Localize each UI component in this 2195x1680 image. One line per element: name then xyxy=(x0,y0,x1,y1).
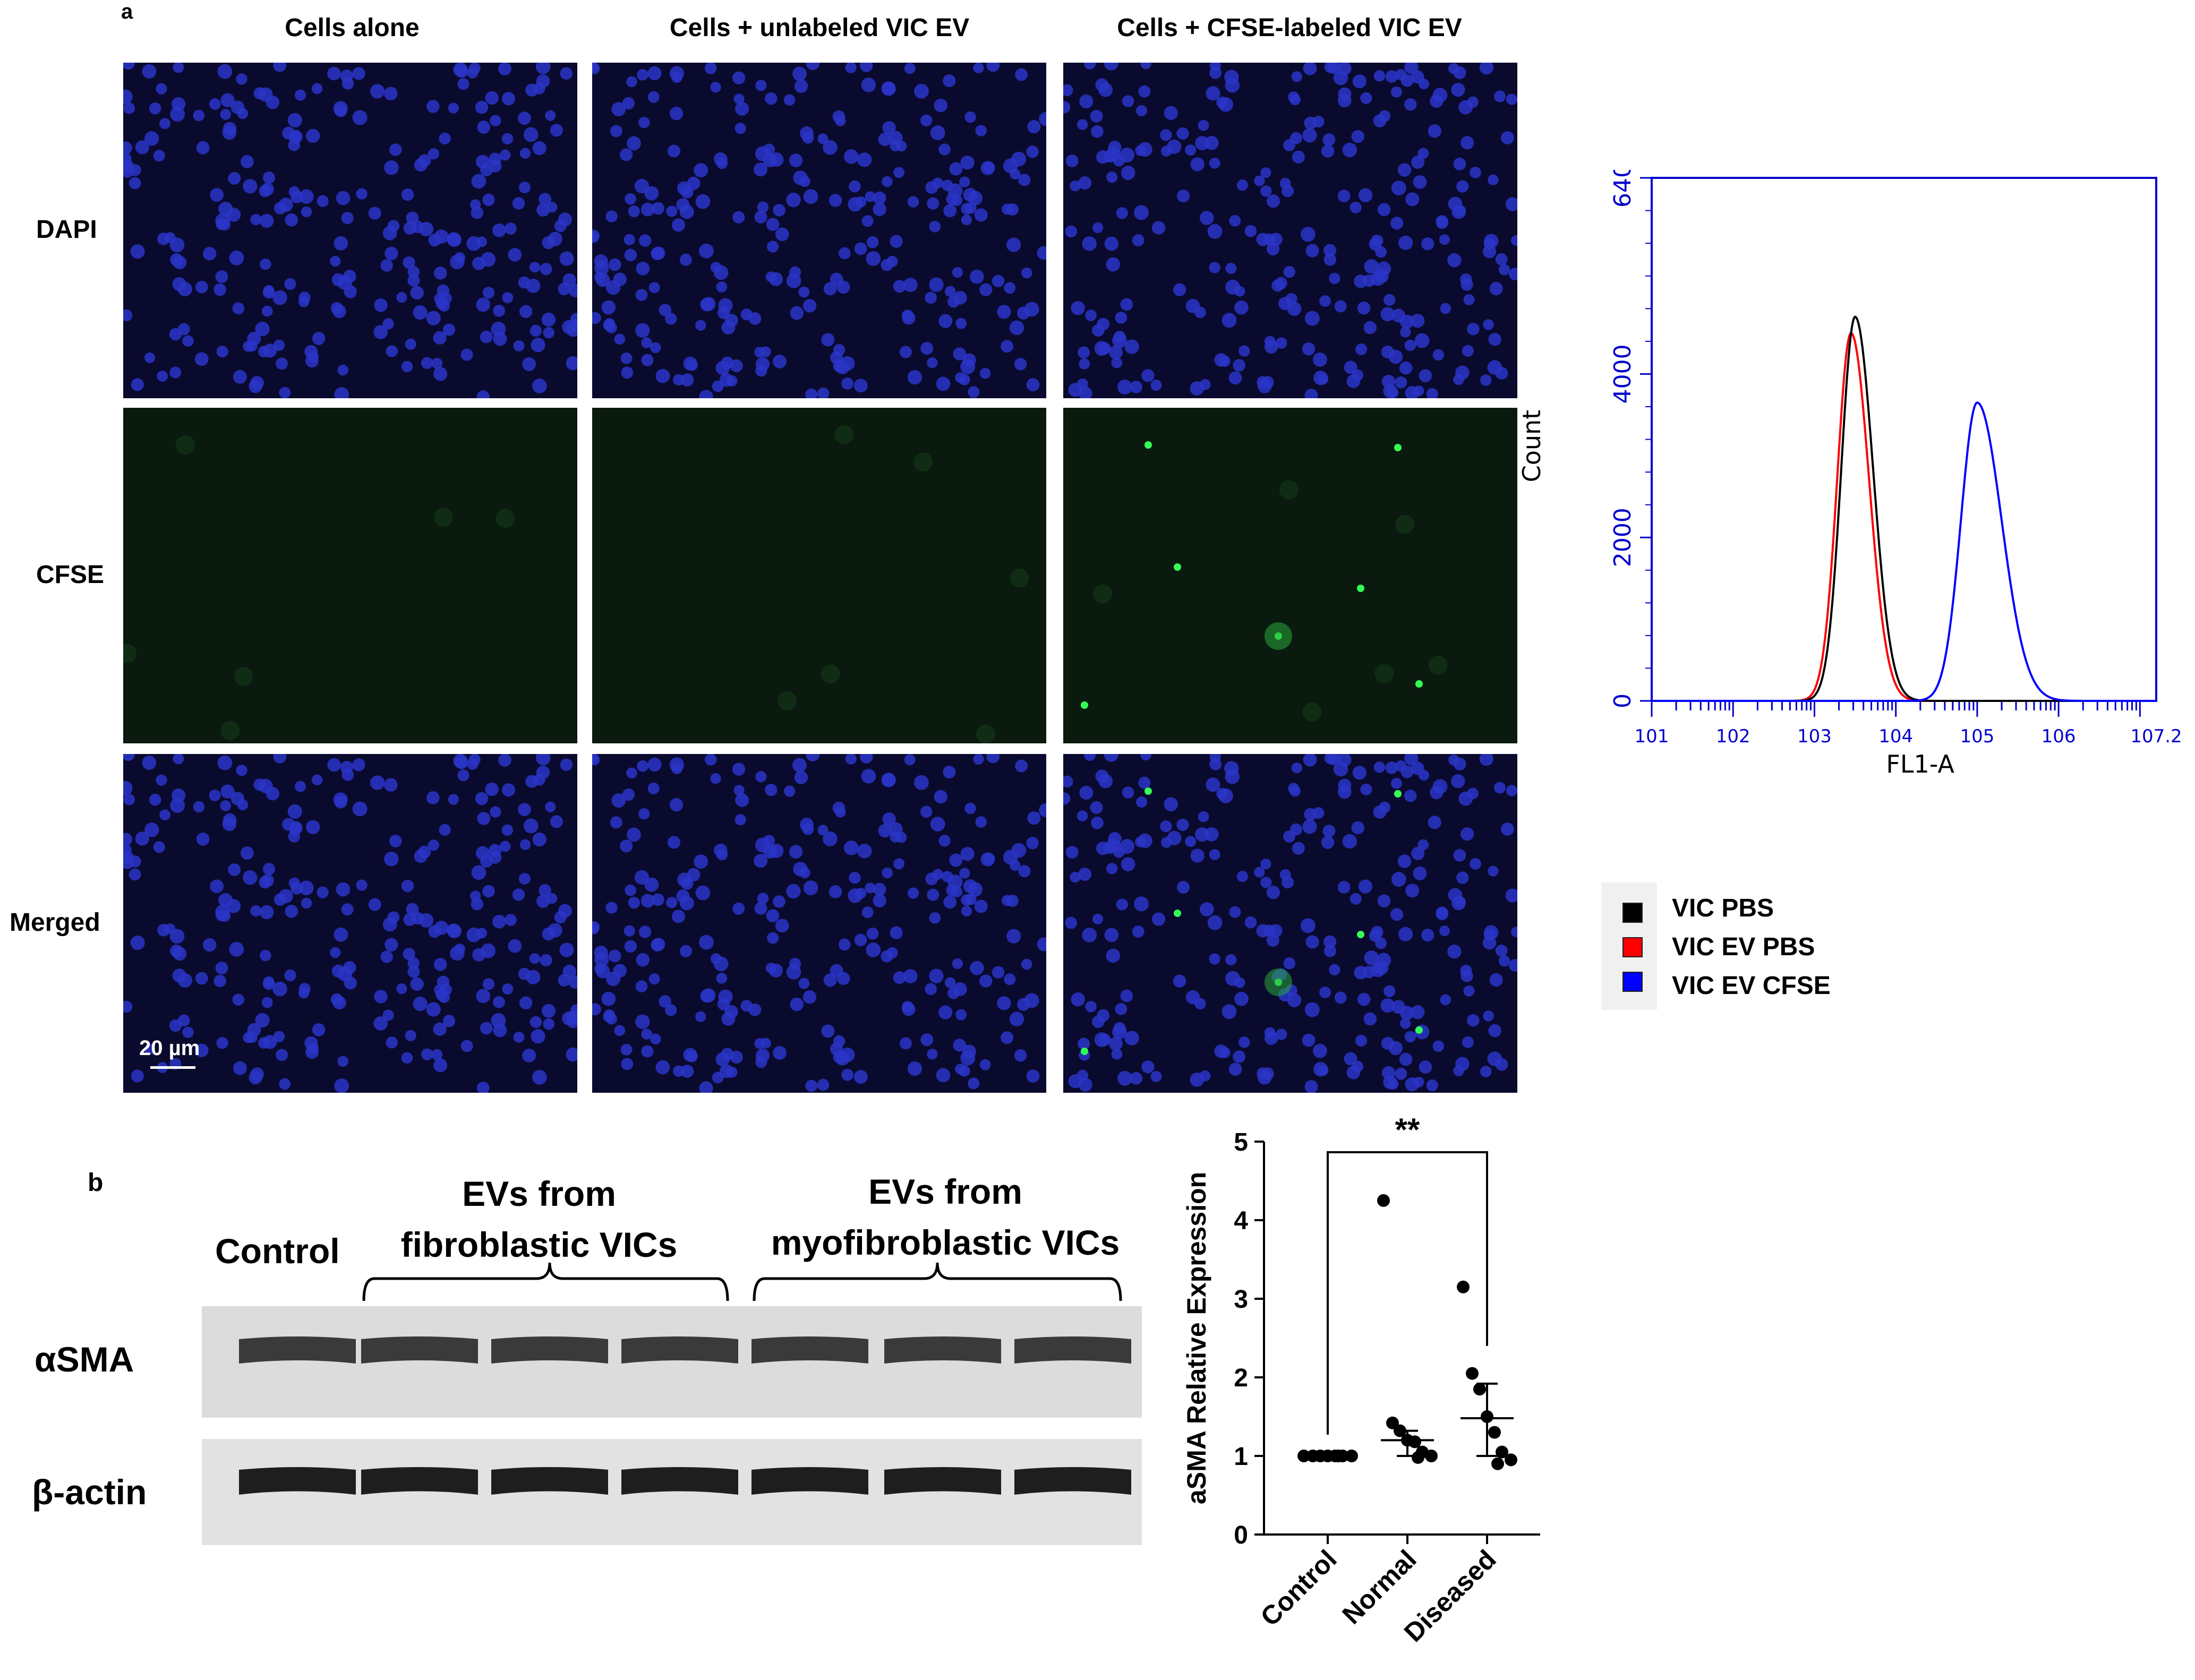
micrograph-dapi-cells-alone xyxy=(123,63,577,398)
blot-band-actin xyxy=(1014,1467,1131,1495)
flow-series-vic-pbs xyxy=(1652,315,2156,702)
blot-header-fibroblastic: EVs from fibroblastic VICs xyxy=(382,1168,696,1270)
blot-band-asma xyxy=(884,1336,1001,1364)
blot-header-control: Control xyxy=(215,1231,340,1271)
legend-label-vic-pbs: VIC PBS xyxy=(1672,894,1774,922)
data-point xyxy=(1408,1435,1421,1448)
blot-band-actin xyxy=(751,1467,868,1495)
legend-label-vic-ev-pbs: VIC EV PBS xyxy=(1672,933,1815,961)
dot-xtick: Control xyxy=(1255,1544,1343,1632)
flow-xtick: 105 xyxy=(1960,726,1994,747)
flow-ytick: 4000 xyxy=(1609,344,1636,404)
dot-ytick: 1 xyxy=(1234,1443,1248,1471)
data-point xyxy=(1491,1457,1504,1470)
micrograph-merged-unlabeled xyxy=(592,754,1046,1093)
flow-ytick: 6400 xyxy=(1609,170,1636,208)
flow-frame xyxy=(1651,177,2157,702)
blot-band-actin xyxy=(491,1467,608,1495)
data-point xyxy=(1345,1450,1358,1462)
data-point xyxy=(1505,1453,1517,1467)
column-header-cells-alone: Cells alone xyxy=(285,14,420,42)
scale-bar-label: 20 µm xyxy=(139,1036,200,1060)
blot-band-actin xyxy=(621,1467,738,1495)
legend-swatch-vic-pbs xyxy=(1622,903,1643,923)
micrograph-cfse-unlabeled xyxy=(592,408,1046,743)
blot-band-asma xyxy=(621,1336,738,1364)
blot-band-asma xyxy=(491,1336,608,1364)
panel-a-letter: a xyxy=(121,0,133,23)
row-header-cfse: CFSE xyxy=(36,561,105,589)
micrograph-cfse-cfse-labeled xyxy=(1063,408,1517,743)
significance-label: ** xyxy=(1395,1112,1420,1147)
dot-ytick: 5 xyxy=(1234,1128,1248,1156)
flow-series-vic-ev-cfse xyxy=(1652,401,2156,702)
flow-xtick: 107.2 xyxy=(2130,726,2182,747)
blot-band-actin xyxy=(884,1467,1001,1495)
panel-b-letter: b xyxy=(88,1169,104,1197)
blot-band-actin xyxy=(361,1467,478,1495)
data-point xyxy=(1425,1450,1438,1462)
blot-brackets xyxy=(362,1262,1122,1301)
legend-swatch-vic-ev-pbs xyxy=(1622,937,1643,957)
flow-ylabel: Count xyxy=(1517,410,1546,483)
significance-bracket xyxy=(1327,1151,1488,1435)
data-point xyxy=(1412,1451,1424,1464)
blot-row-beta-actin: β-actin xyxy=(32,1472,147,1512)
data-point xyxy=(1496,1445,1508,1459)
blot-band-asma xyxy=(1014,1336,1131,1364)
flow-series-vic-ev-pbs xyxy=(1652,332,2156,702)
flow-ytick: 2000 xyxy=(1609,508,1636,567)
flow-xlabel: FL1-A xyxy=(1886,750,1954,778)
blot-header-myofibroblastic-text: EVs from myofibroblastic VICs xyxy=(771,1172,1120,1262)
blot-band-actin xyxy=(239,1467,356,1495)
dot-ytick: 2 xyxy=(1234,1364,1248,1392)
data-point xyxy=(1457,1280,1470,1293)
flow-ytick: 0 xyxy=(1609,693,1636,708)
data-point xyxy=(1488,1426,1501,1439)
column-header-cfse-ev: Cells + CFSE-labeled VIC EV xyxy=(1117,14,1462,42)
dot-ytick: 3 xyxy=(1234,1285,1248,1314)
legend-swatch-vic-ev-cfse xyxy=(1622,972,1643,992)
dot-ytick: 0 xyxy=(1234,1521,1248,1549)
data-point xyxy=(1297,1450,1310,1462)
dot-ylabel: aSMA Relative Expression xyxy=(1182,1172,1211,1504)
data-point xyxy=(1473,1383,1486,1396)
micrograph-dapi-cfse-labeled xyxy=(1063,63,1517,398)
micrograph-cfse-cells-alone xyxy=(123,408,577,743)
western-blot xyxy=(202,1306,1142,1545)
data-point xyxy=(1332,1450,1345,1462)
flow-xtick: 104 xyxy=(1878,726,1913,747)
row-header-dapi: DAPI xyxy=(36,216,97,244)
micrograph-merged-cfse-labeled xyxy=(1063,754,1517,1093)
blot-header-fibroblastic-text: EVs from fibroblastic VICs xyxy=(400,1174,678,1264)
blot-band-asma xyxy=(751,1336,868,1364)
blot-band-asma xyxy=(361,1336,478,1364)
data-point xyxy=(1481,1410,1493,1423)
micrograph-merged-cells-alone xyxy=(123,754,577,1093)
flow-xtick: 101 xyxy=(1635,726,1669,747)
legend-label-vic-ev-cfse: VIC EV CFSE xyxy=(1672,972,1831,1000)
flow-xtick: 103 xyxy=(1797,726,1832,747)
flow-xtick: 106 xyxy=(2042,726,2076,747)
flow-xtick: 102 xyxy=(1716,726,1750,747)
blot-header-myofibroblastic: EVs from myofibroblastic VICs xyxy=(754,1166,1137,1268)
blot-row-asma: αSMA xyxy=(35,1340,134,1379)
flow-histogram: 0 2000 4000 6400 101 102 103 104 105 106 107.2 Coun… xyxy=(1517,170,2182,778)
row-header-merged: Merged xyxy=(10,908,100,937)
scale-bar xyxy=(150,1066,195,1069)
data-point xyxy=(1377,1194,1390,1207)
blot-band-asma xyxy=(239,1336,356,1364)
data-point xyxy=(1466,1367,1479,1380)
micrograph-dapi-unlabeled xyxy=(592,63,1046,398)
column-header-unlabeled-ev: Cells + unlabeled VIC EV xyxy=(669,14,970,42)
dot-ytick: 4 xyxy=(1234,1207,1248,1235)
data-point xyxy=(1394,1424,1406,1437)
